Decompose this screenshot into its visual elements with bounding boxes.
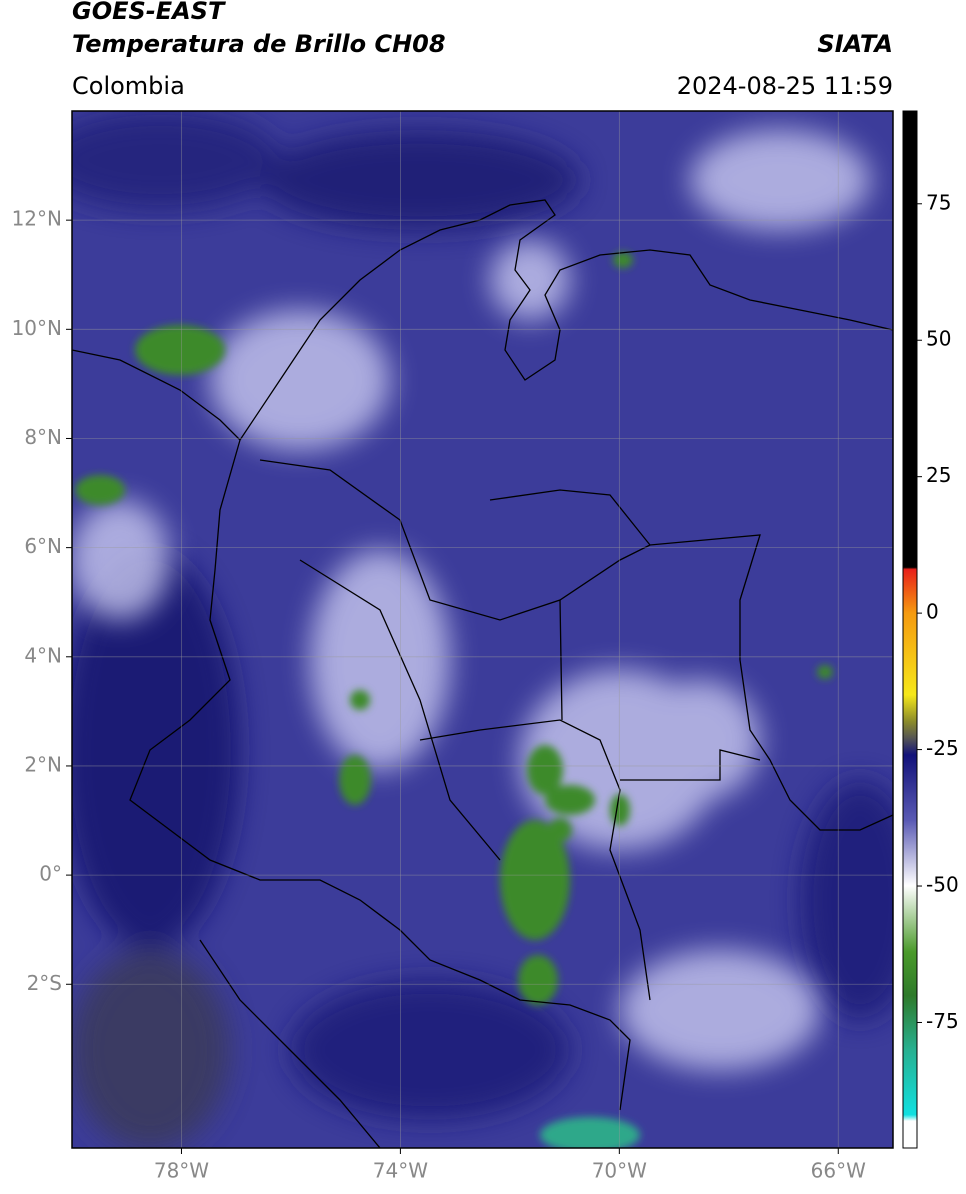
y-tick-label: 6°N [24, 534, 62, 558]
colorbar-tick-label: 25 [926, 463, 951, 487]
y-tick-label: 12°N [12, 207, 62, 231]
subtitle: Temperatura de Brillo CH08 [72, 30, 446, 58]
x-tick-label: 78°W [154, 1159, 209, 1183]
grid [72, 111, 893, 1148]
colorbar-tick-label: -25 [926, 736, 959, 760]
colorbar-tick-label: 75 [926, 190, 951, 214]
timestamp: 2024-08-25 11:59 [677, 72, 893, 100]
colorbar-tick-label: 0 [926, 600, 939, 624]
colorbar-tick-label: -75 [926, 1009, 959, 1033]
y-tick-label: 2°S [27, 971, 62, 995]
x-tick-label: 70°W [592, 1159, 647, 1183]
y-tick-label: 0° [39, 862, 62, 886]
y-tick-label: 2°N [24, 752, 62, 776]
y-tick-label: 4°N [24, 643, 62, 667]
region: Colombia [72, 72, 185, 100]
title: GOES-EAST [72, 0, 226, 25]
colorbar-tick-label: 50 [926, 327, 951, 351]
colorbar [902, 110, 918, 1149]
colorbar-tick-label: -50 [926, 873, 959, 897]
x-tick-label: 74°W [373, 1159, 428, 1183]
y-tick-label: 10°N [12, 316, 62, 340]
source: SIATA [817, 30, 893, 58]
map-image [72, 111, 893, 1148]
map-frame [71, 110, 894, 1149]
y-tick-label: 8°N [24, 425, 62, 449]
x-tick-label: 66°W [811, 1159, 866, 1183]
